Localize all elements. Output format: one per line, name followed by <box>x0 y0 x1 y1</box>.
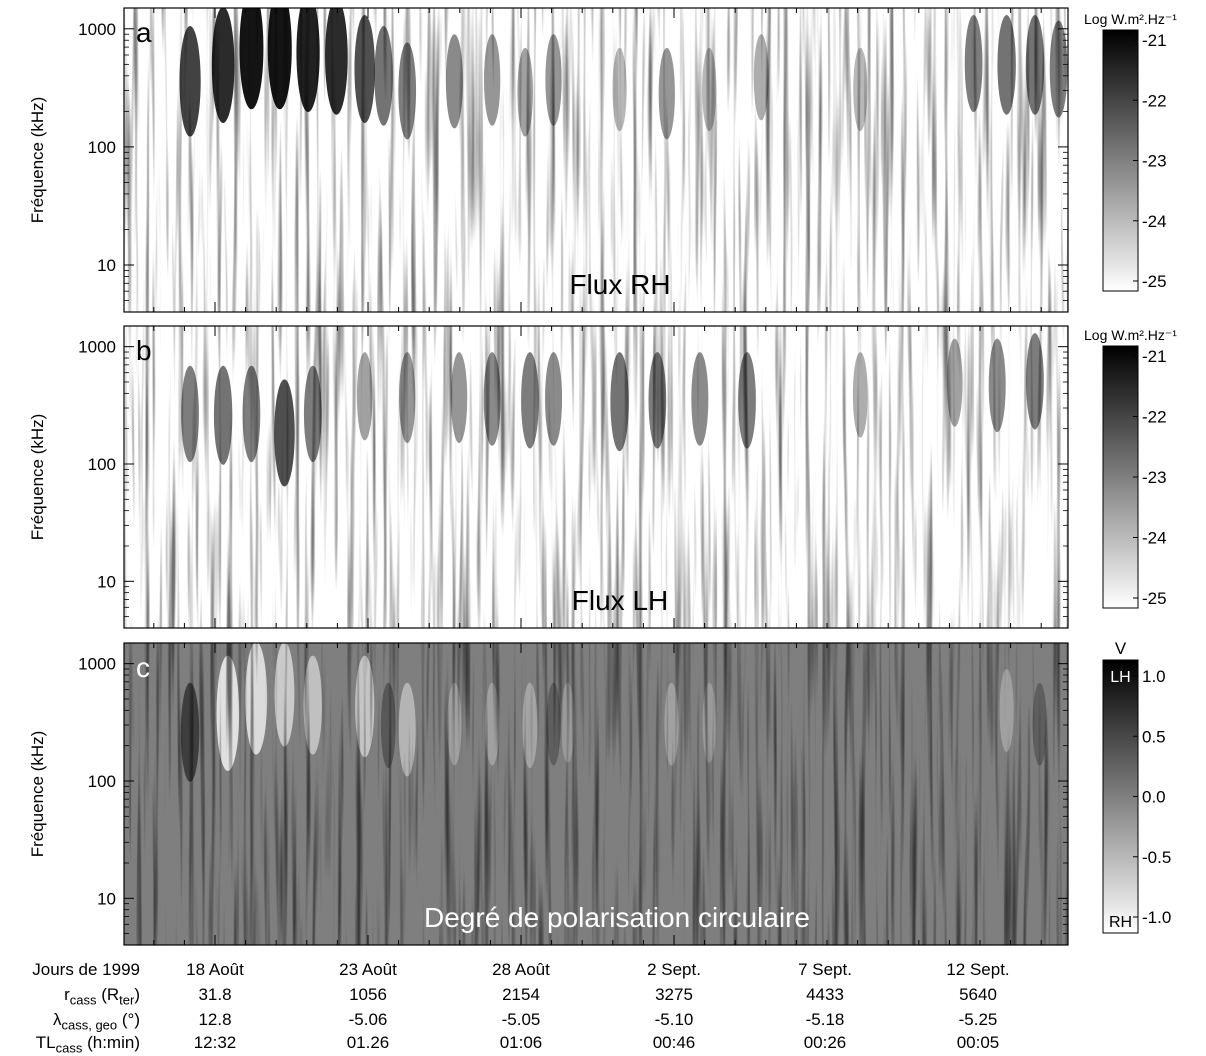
x-tick-label: 2 Sept. <box>647 960 701 979</box>
y-tick-label: 1000 <box>78 655 116 674</box>
row-label-distance: rcass (Rter) <box>64 985 140 1008</box>
colorbar-c: V 1.0 0.5 0.0 -0.5 -1.0 LH RH <box>1102 639 1171 934</box>
x-tick-label: 12 Sept. <box>946 960 1010 979</box>
colorbar-tick-label: -22 <box>1142 408 1167 427</box>
y-axis-label: Fréquence (kHz) <box>28 414 47 541</box>
colorbar-tick-label: -24 <box>1142 212 1167 231</box>
colorbar-bottom-label: RH <box>1109 914 1132 931</box>
colorbar-tick-label: 0.5 <box>1142 727 1166 746</box>
table-cell: -5.18 <box>805 1010 845 1029</box>
table-cell: 5640 <box>959 985 997 1004</box>
colorbar-tick-label: 0.0 <box>1142 788 1166 807</box>
colorbar-tick-label: -25 <box>1142 272 1167 291</box>
panel-a-frame <box>123 7 1069 313</box>
x-tick-label: 28 Août <box>492 960 550 979</box>
colorbar-title: Log W.m².Hz⁻¹ <box>1084 11 1177 27</box>
row-label-local-time: TLcass (h:min) <box>35 1033 140 1056</box>
streak-texture <box>124 8 1068 312</box>
y-tick-label: 1000 <box>78 338 116 357</box>
streak-texture <box>124 326 1068 628</box>
y-tick-label: 100 <box>88 455 116 474</box>
colorbar-tick-label: -25 <box>1142 589 1167 608</box>
x-axis-label: Jours de 1999 <box>32 960 140 979</box>
x-tick-label: 23 Août <box>339 960 397 979</box>
colorbar-title: Log W.m².Hz⁻¹ <box>1084 327 1177 343</box>
table-cell: -5.06 <box>348 1010 388 1029</box>
table-cell: -5.10 <box>654 1010 694 1029</box>
colorbar-tick-label: -23 <box>1142 468 1167 487</box>
colorbar-tick-label: -1.0 <box>1142 908 1171 927</box>
x-tick-label: 18 Août <box>186 960 244 979</box>
y-tick-label: 10 <box>97 889 116 908</box>
table-cell: 12.8 <box>198 1010 232 1029</box>
colorbar-tick-label: -0.5 <box>1142 848 1171 867</box>
y-tick-label: 100 <box>88 772 116 791</box>
table-cell: 1056 <box>349 985 387 1004</box>
panel-letter: b <box>136 335 152 366</box>
colorbar-a: Log W.m².Hz⁻¹ -21 -22 -23 -24 -25 <box>1084 11 1177 292</box>
streak-texture <box>124 643 1068 945</box>
y-tick-label: 100 <box>88 138 116 157</box>
colorbar-top-label: LH <box>1110 669 1130 686</box>
table-cell: 2154 <box>502 985 540 1004</box>
table-cell: 12:32 <box>193 1033 237 1052</box>
table-cell: 4433 <box>806 985 844 1004</box>
table-cell: 00:46 <box>652 1033 696 1052</box>
panel-c-frame <box>123 642 1069 946</box>
y-tick-label: 1000 <box>78 20 116 39</box>
colorbar-tick-label: -24 <box>1142 529 1167 548</box>
colorbar-tick-label: 1.0 <box>1142 667 1166 686</box>
panel-c: c Fréquence (kHz) 1000 100 10 Degré de polari… <box>28 642 1069 946</box>
panel-b-frame <box>123 325 1069 629</box>
y-axis-label: Fréquence (kHz) <box>28 97 47 224</box>
table-cell: 01:06 <box>499 1033 543 1052</box>
panel-a: a Fréquence (kHz) 1000 100 10 Flux RH <box>28 7 1069 313</box>
row-label-latitude: λcass, geo (°) <box>53 1010 140 1033</box>
colorbar-tick-label: -21 <box>1142 31 1167 50</box>
y-axis-label: Fréquence (kHz) <box>28 731 47 858</box>
table-cell: 00:26 <box>803 1033 847 1052</box>
table-cell: 31.8 <box>198 985 232 1004</box>
table-cell: -5.25 <box>958 1010 998 1029</box>
panel-letter: a <box>136 17 152 48</box>
colorbar-tick-label: -22 <box>1142 91 1167 110</box>
table-cell: 01.26 <box>346 1033 390 1052</box>
panel-annotation: Flux RH <box>569 269 670 300</box>
table-cell: 00:05 <box>956 1033 1000 1052</box>
colorbar-tick-label: -21 <box>1142 347 1167 366</box>
y-tick-label: 10 <box>97 572 116 591</box>
colorbar-tick-label: -23 <box>1142 152 1167 171</box>
panel-annotation: Flux LH <box>572 585 668 616</box>
y-tick-label: 10 <box>97 256 116 275</box>
panel-annotation: Degré de polarisation circulaire <box>424 902 810 933</box>
panel-b: b Fréquence (kHz) 1000 100 10 Flux LH <box>28 325 1069 629</box>
table-cell: -5.05 <box>501 1010 541 1029</box>
table-cell: 3275 <box>655 985 693 1004</box>
panel-letter: c <box>136 652 150 683</box>
colorbar-title: V <box>1115 639 1127 658</box>
colorbar-b: Log W.m².Hz⁻¹ -21 -22 -23 -24 -25 <box>1084 327 1177 609</box>
x-tick-label: 7 Sept. <box>798 960 852 979</box>
